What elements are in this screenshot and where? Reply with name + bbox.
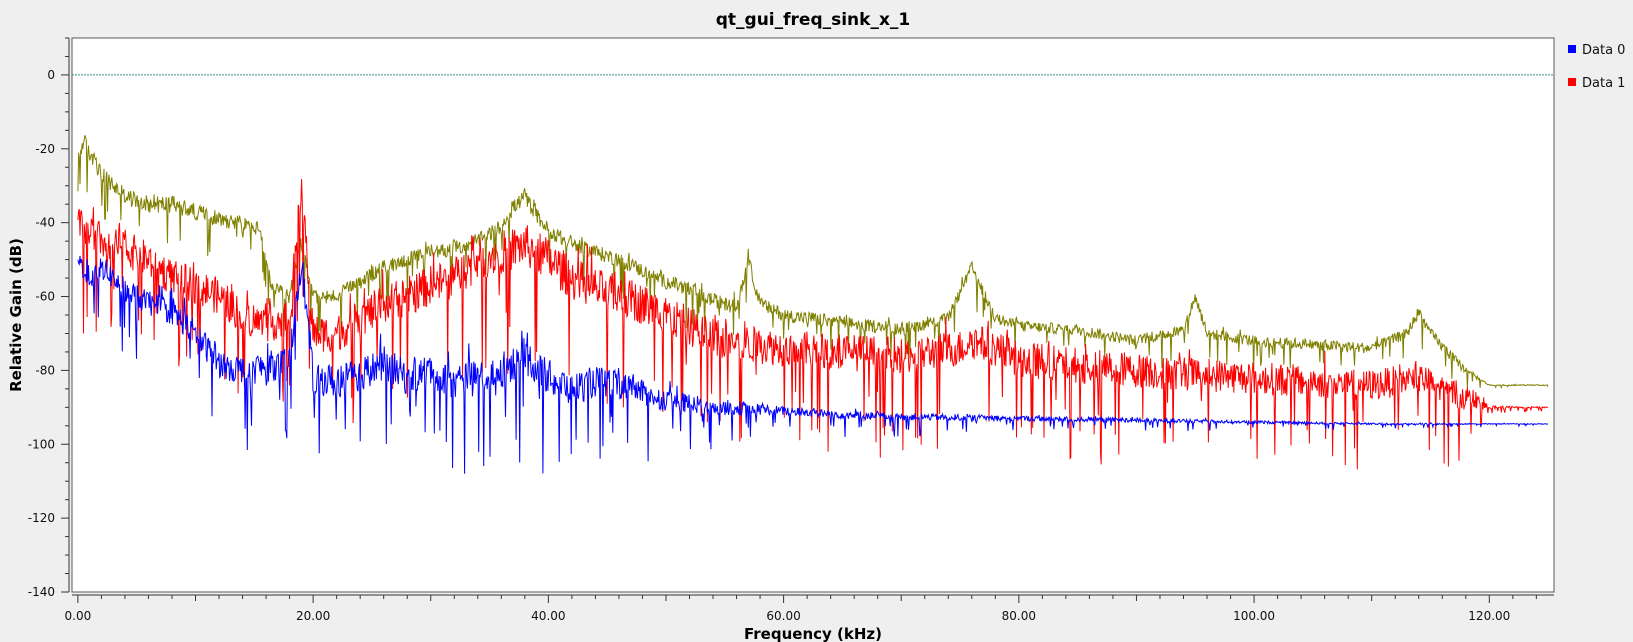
y-axis: 0 -20 -40 -60 -80 -100 -120 -140 xyxy=(28,37,70,599)
legend-swatch xyxy=(1568,78,1576,86)
y-tick-label: -80 xyxy=(35,363,55,377)
x-tick-label: 100.00 xyxy=(1233,609,1275,623)
y-tick-label: 0 xyxy=(47,68,55,82)
y-tick-label: -40 xyxy=(35,216,55,230)
y-tick-label: -60 xyxy=(35,290,55,304)
y-tick-label: -100 xyxy=(28,437,55,451)
x-tick-label: 40.00 xyxy=(531,609,565,623)
series-layer xyxy=(77,135,1549,474)
legend-swatch xyxy=(1568,45,1576,53)
y-axis-label: Relative Gain (dB) xyxy=(7,238,25,392)
series-trace-2 xyxy=(77,135,1549,390)
legend[interactable]: Data 0 Data 1 xyxy=(1568,43,1625,91)
x-axis-label: Frequency (kHz) xyxy=(744,625,882,642)
y-tick-label: -20 xyxy=(35,142,55,156)
x-tick-label: 0.00 xyxy=(65,609,92,623)
legend-item-1[interactable]: Data 1 xyxy=(1568,76,1625,91)
x-tick-label: 20.00 xyxy=(296,609,330,623)
series-trace-0 xyxy=(77,255,1548,474)
series-trace-1 xyxy=(77,179,1549,470)
x-tick-label: 80.00 xyxy=(1002,609,1036,623)
y-tick-label: -140 xyxy=(28,585,55,599)
x-axis: 0.00 20.00 40.00 60.00 80.00 100.00 120.00 xyxy=(65,594,1554,623)
x-tick-label: 60.00 xyxy=(766,609,800,623)
chart-title: qt_gui_freq_sink_x_1 xyxy=(716,10,911,30)
x-tick-label: 120.00 xyxy=(1468,609,1510,623)
legend-label: Data 1 xyxy=(1582,76,1625,91)
legend-label: Data 0 xyxy=(1582,43,1625,58)
y-tick-label: -120 xyxy=(28,511,55,525)
legend-item-0[interactable]: Data 0 xyxy=(1568,43,1625,58)
